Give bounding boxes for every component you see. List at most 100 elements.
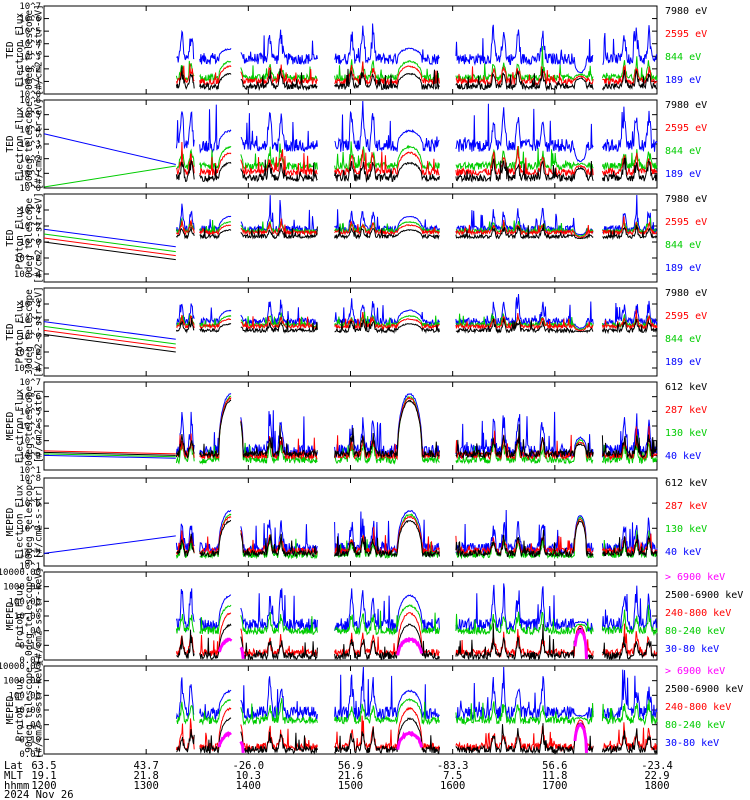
- y-tick-label: 10^5: [19, 27, 41, 37]
- series-line: [43, 329, 176, 349]
- y-tick-label: 10^2: [19, 316, 41, 326]
- legend-entry: > 6900 keV: [665, 666, 725, 677]
- panel-2: 10^0 10^1 10^2 10^3 10^4 10^5 10^6TEDElectron …: [5, 96, 707, 194]
- legend-entry: 7980 eV: [665, 288, 707, 299]
- y-tick-label: 1.00: [19, 721, 41, 731]
- y-tick-label: 10^4: [19, 300, 41, 310]
- series-black-trace: [176, 519, 658, 559]
- y-tick-label: 0.10: [19, 641, 41, 651]
- series-green-trace: [175, 604, 658, 637]
- y-tick-label: 10^5: [19, 407, 41, 417]
- y-tick-label: 10^5: [19, 111, 41, 121]
- legend-entry: 7980 eV: [665, 194, 707, 205]
- x-tick-label: 1200: [31, 780, 56, 792]
- y-tick-label: 10^1: [19, 77, 41, 87]
- y-tick-label: 10^1: [19, 562, 41, 572]
- series-line: [43, 451, 176, 456]
- y-tick-label: 10^8: [19, 474, 41, 484]
- x-tick-label: 63.5: [31, 760, 56, 772]
- legend-entry: 7980 eV: [665, 100, 707, 111]
- series-blue-trace: [175, 100, 658, 163]
- legend-entry: 287 keV: [665, 405, 707, 416]
- x-tick-label: 1300: [134, 780, 159, 792]
- x-tick-label: 10.3: [236, 770, 261, 782]
- x-tick-label: 1700: [542, 780, 567, 792]
- y-axis-label: MEPEDElectron Flux90deg telescope[#/cm2-…: [5, 479, 45, 565]
- series-line: [43, 321, 176, 340]
- legend-entry: 30-80 keV: [665, 738, 719, 749]
- series-line: [43, 333, 176, 353]
- x-tick-label: 1500: [338, 780, 363, 792]
- date-label: 2024 Nov 26: [4, 789, 74, 800]
- y-tick-label: 1000.00: [3, 583, 41, 593]
- y-tick-label: 1.00: [19, 627, 41, 637]
- x-tick-label: 56.9: [338, 760, 363, 772]
- series-green-trace: [175, 46, 658, 83]
- y-tick-label: 10.00: [14, 612, 41, 622]
- series-red-trace: [176, 309, 658, 332]
- legend-entry: 2595 eV: [665, 217, 707, 228]
- y-tick-label: 10^2: [19, 549, 41, 559]
- panel-frame: [43, 193, 658, 283]
- series-black-trace: [175, 317, 658, 335]
- y-axis-label: MEPEDElectron Flux0deg telescope[#/cm2-s…: [5, 386, 45, 466]
- y-axis-label: MEPEDProton Flux0deg telescope[#/cm2-s-s…: [5, 567, 45, 664]
- y-tick-label: 10^7: [19, 378, 41, 388]
- legend-entry: 30-80 keV: [665, 644, 719, 655]
- legend-entry: 612 keV: [665, 478, 707, 489]
- series-line: [43, 241, 176, 261]
- y-tick-label: 10^4: [19, 524, 41, 534]
- legend-entry: 612 keV: [665, 382, 707, 393]
- y-tick-label: 10^-2: [14, 348, 41, 358]
- legend-entry: 80-240 keV: [665, 626, 725, 637]
- series-black-trace: [175, 399, 658, 460]
- legend-entry: 844 eV: [665, 146, 701, 157]
- y-tick-label: 0.01: [19, 750, 41, 760]
- legend-entry: 844 eV: [665, 52, 701, 63]
- series-line: [43, 450, 176, 455]
- y-tick-label: 10^4: [19, 125, 41, 135]
- y-axis-label: MEPEDProton Flux90deg telescope[#/cm2-s-…: [5, 661, 45, 758]
- series-green-trace: [175, 395, 658, 465]
- x-tick-label: 1600: [440, 780, 465, 792]
- y-tick-label: 10^-4: [14, 270, 41, 280]
- y-tick-label: 10^1: [19, 169, 41, 179]
- y-tick-label: 10^3: [19, 52, 41, 62]
- y-tick-label: 10^3: [19, 437, 41, 447]
- y-tick-label: 1000.00: [3, 677, 41, 687]
- y-tick-label: 10^2: [19, 155, 41, 165]
- x-row-label: MLT: [4, 770, 24, 782]
- y-tick-label: 10^0: [19, 238, 41, 248]
- series-line: [43, 535, 176, 554]
- series-line: [43, 165, 176, 188]
- legend-entry: 130 keV: [665, 428, 707, 439]
- y-tick-label: 10^4: [19, 40, 41, 50]
- series-black-trace: [175, 157, 658, 183]
- series-line: [43, 237, 176, 257]
- x-tick-label: 56.6: [542, 760, 567, 772]
- y-tick-label: 10^2: [19, 451, 41, 461]
- legend-entry: 189 eV: [665, 263, 701, 274]
- x-tick-label: 1800: [644, 780, 669, 792]
- y-tick-label: 10^-2: [14, 254, 41, 264]
- y-tick-label: 10^7: [19, 2, 41, 12]
- legend-entry: 2500-6900 keV: [665, 590, 743, 601]
- legend-entry: 2595 eV: [665, 29, 707, 40]
- y-tick-label: 10^6: [19, 499, 41, 509]
- legend-entry: 2500-6900 keV: [665, 684, 743, 695]
- legend-entry: 844 eV: [665, 240, 701, 251]
- y-tick-label: 10^-4: [14, 364, 41, 374]
- legend-entry: 80-240 keV: [665, 720, 725, 731]
- y-tick-label: 10^2: [19, 222, 41, 232]
- y-tick-label: 10.00: [14, 706, 41, 716]
- y-tick-label: 100.00: [8, 597, 41, 607]
- y-tick-label: 10^4: [19, 206, 41, 216]
- y-tick-label: 10^6: [19, 393, 41, 403]
- legend-entry: 189 eV: [665, 75, 701, 86]
- x-tick-label: 43.7: [134, 760, 159, 772]
- series-black-trace: [176, 717, 658, 755]
- series-blue-trace: [175, 666, 658, 722]
- y-tick-label: 10^6: [19, 15, 41, 25]
- panel-8: 0.01 0.10 1.00 10.00 100.00 1000.00 10000.00ME…: [0, 661, 743, 760]
